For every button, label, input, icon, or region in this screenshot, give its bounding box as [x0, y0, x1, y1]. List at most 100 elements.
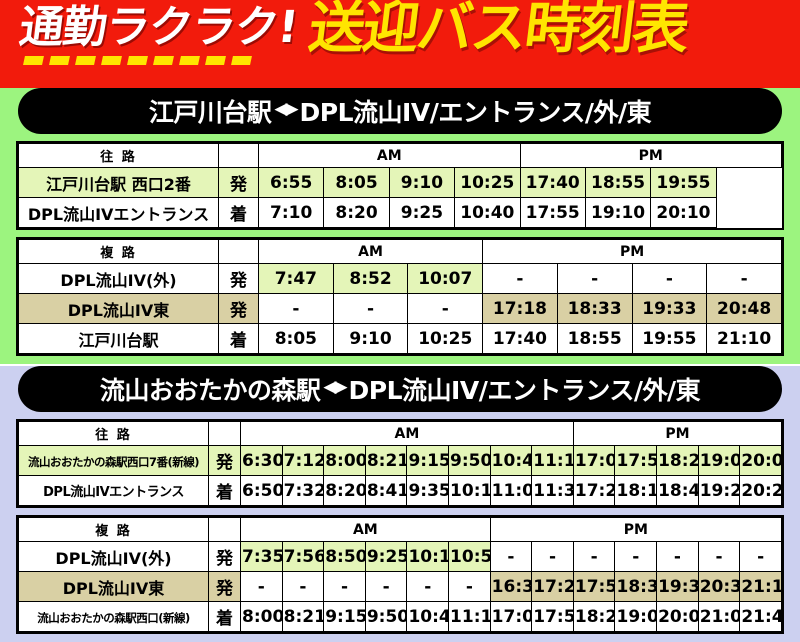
time-cell: 8:21 [281, 601, 325, 632]
section-edogawadai: 江戸川台駅 ◀▶ DPL流山IV/エントランス/外/東往 路 AM PM 江戸川台駅 西口… [0, 88, 800, 364]
pm-header: PM [572, 421, 783, 446]
stop-name-label: DPL流山IV(外) [55, 548, 172, 568]
stop-name-cell: 江戸川台駅 [18, 323, 219, 354]
time-cell: 7:35 [240, 541, 283, 572]
time-cell: 8:50 [323, 541, 366, 572]
time-cell: 9:15 [406, 445, 450, 476]
depart-arrive-cell: 発 [208, 571, 241, 602]
time-cell: 18:40 [656, 475, 699, 506]
time-cell: 6:55 [257, 167, 325, 198]
time-cell: 9:50 [448, 445, 491, 476]
banner-dash [205, 56, 226, 65]
time-cell: 9:25 [364, 541, 408, 572]
am-header: AM [257, 239, 484, 264]
stop-name-cell: 江戸川台駅 西口2番 [18, 167, 219, 198]
pm-header: PM [489, 517, 783, 542]
direction-header: 複 路 [18, 517, 209, 542]
table-row: DPL流山IV(外) 発 7:47 8:52 10:07- - - - [18, 263, 782, 294]
time-cell: 16:38 [489, 571, 533, 602]
time-cell: 9:25 [388, 197, 456, 228]
poster-banner: 通勤ラクラク! 送迎バス時刻表 [0, 0, 800, 88]
stop-name-cell: 流山おおたかの森駅西口7番(新線) [18, 445, 209, 476]
banner-dash [75, 56, 96, 65]
no-service-cell: - [572, 541, 616, 572]
bidirectional-arrow-icon: ◀▶ [323, 377, 347, 397]
time-cell: 18:55 [556, 323, 633, 354]
time-cell: 10:15 [406, 541, 450, 572]
depart-arrive-cell: 着 [208, 475, 241, 506]
table-row: DPL流山IVエントランス着 7:10 8:20 9:25 10:40 17:55 19:1… [18, 197, 782, 228]
time-cell: 7:10 [257, 197, 325, 228]
time-cell: 21:10 [706, 323, 782, 354]
no-service-cell: - [240, 571, 283, 602]
timetable-otakanomori-outbound: 往 路 AM PM 流山おおたかの森駅西口7番(新線) 発 6:30 7:12 8:00 8:2… [16, 419, 784, 508]
time-cell: 20:25 [739, 475, 782, 506]
time-cell: 10:40 [489, 445, 533, 476]
banner-dash [49, 56, 70, 65]
time-cell: 20:05 [656, 601, 699, 632]
time-cell: 10:07 [407, 263, 484, 294]
time-cell: 7:32 [281, 475, 325, 506]
time-cell: 7:12 [281, 445, 325, 476]
section-otakanomori: 流山おおたかの森駅 ◀▶ DPL流山IV/エントランス/外/東往 路 AM PM 流山おお… [0, 366, 800, 642]
time-cell: 10:10 [448, 475, 491, 506]
time-cell: 7:56 [281, 541, 325, 572]
time-cell: 17:53 [572, 571, 616, 602]
time-cell: 9:15 [323, 601, 366, 632]
table-header-row: 複 路 AM PM [18, 517, 783, 542]
time-cell: 17:40 [482, 323, 558, 354]
depart-arrive-cell: 発 [208, 541, 241, 572]
table-row: DPL流山IV東発------16:3817:2317:5318:3319:38… [18, 571, 782, 602]
time-cell: 17:23 [531, 571, 574, 602]
time-cell: 8:05 [258, 323, 334, 354]
depart-arrive-cell: 着 [218, 197, 259, 228]
stop-name-label: DPL流山IV東 [67, 300, 170, 320]
time-cell: 9:50 [364, 601, 408, 632]
direction-header: 往 路 [18, 421, 209, 446]
am-header: AM [240, 517, 491, 542]
stop-name-cell: DPL流山IV東 [18, 293, 219, 324]
time-cell: 8:00 [323, 445, 366, 476]
table-header-row: 複 路 AM PM [18, 239, 782, 264]
stop-name-cell: DPL流山IV東 [18, 571, 209, 602]
time-cell: 11:35 [531, 475, 574, 506]
direction-header: 往 路 [18, 143, 219, 168]
time-cell: 10:50 [448, 541, 491, 572]
time-cell: 18:20 [572, 601, 616, 632]
banner-main-title: 送迎バス時刻表 [305, 0, 692, 61]
stop-name-cell: DPL流山IV(外) [18, 263, 219, 294]
no-service-cell: - [697, 541, 741, 572]
depart-arrive-cell: 発 [218, 167, 259, 198]
stop-name-label: DPL流山IVエントランス [43, 484, 184, 500]
section-title-edogawadai: 江戸川台駅 ◀▶ DPL流山IV/エントランス/外/東 [18, 88, 782, 134]
time-cell: 18:20 [656, 445, 699, 476]
no-service-cell: - [489, 541, 533, 572]
time-cell: 20:48 [706, 293, 782, 324]
time-cell: 10:40 [454, 197, 521, 228]
section-title-destination: DPL流山IV/エントランス/外/東 [348, 376, 701, 405]
sections-container: 江戸川台駅 ◀▶ DPL流山IV/エントランス/外/東往 路 AM PM 江戸川台駅 西口… [0, 88, 800, 642]
pm-header: PM [519, 143, 782, 168]
no-service-cell: - [739, 541, 782, 572]
no-service-cell: - [258, 293, 334, 324]
no-service-cell: - [406, 571, 450, 602]
no-service-cell: - [332, 293, 409, 324]
time-cell: 19:00 [697, 445, 741, 476]
time-cell: 19:33 [631, 293, 708, 324]
time-cell: 11:15 [531, 445, 574, 476]
stop-name-cell: DPL流山IVエントランス [18, 475, 209, 506]
table-row: 江戸川台駅 着 8:05 9:10 10:25 17:40 18:55 19:55 21:10 [18, 323, 782, 354]
stop-name-label: 流山おおたかの森駅西口7番(新線) [27, 454, 200, 469]
time-cell: 20:33 [697, 571, 741, 602]
time-cell: 17:40 [519, 167, 586, 198]
no-service-cell: - [556, 263, 633, 294]
time-cell: 11:00 [489, 475, 533, 506]
depart-arrive-header [208, 517, 241, 542]
depart-arrive-cell: 発 [208, 445, 241, 476]
time-cell: 8:20 [323, 475, 366, 506]
direction-header: 複 路 [18, 239, 219, 264]
timetable-edogawadai-inbound: 複 路 AM PM DPL流山IV(外) 発 7:47 8:52 10:07- - - - DPL流山… [16, 237, 784, 356]
time-cell: 8:41 [364, 475, 408, 506]
time-cell: 17:05 [572, 445, 616, 476]
no-service-cell: - [448, 571, 491, 602]
